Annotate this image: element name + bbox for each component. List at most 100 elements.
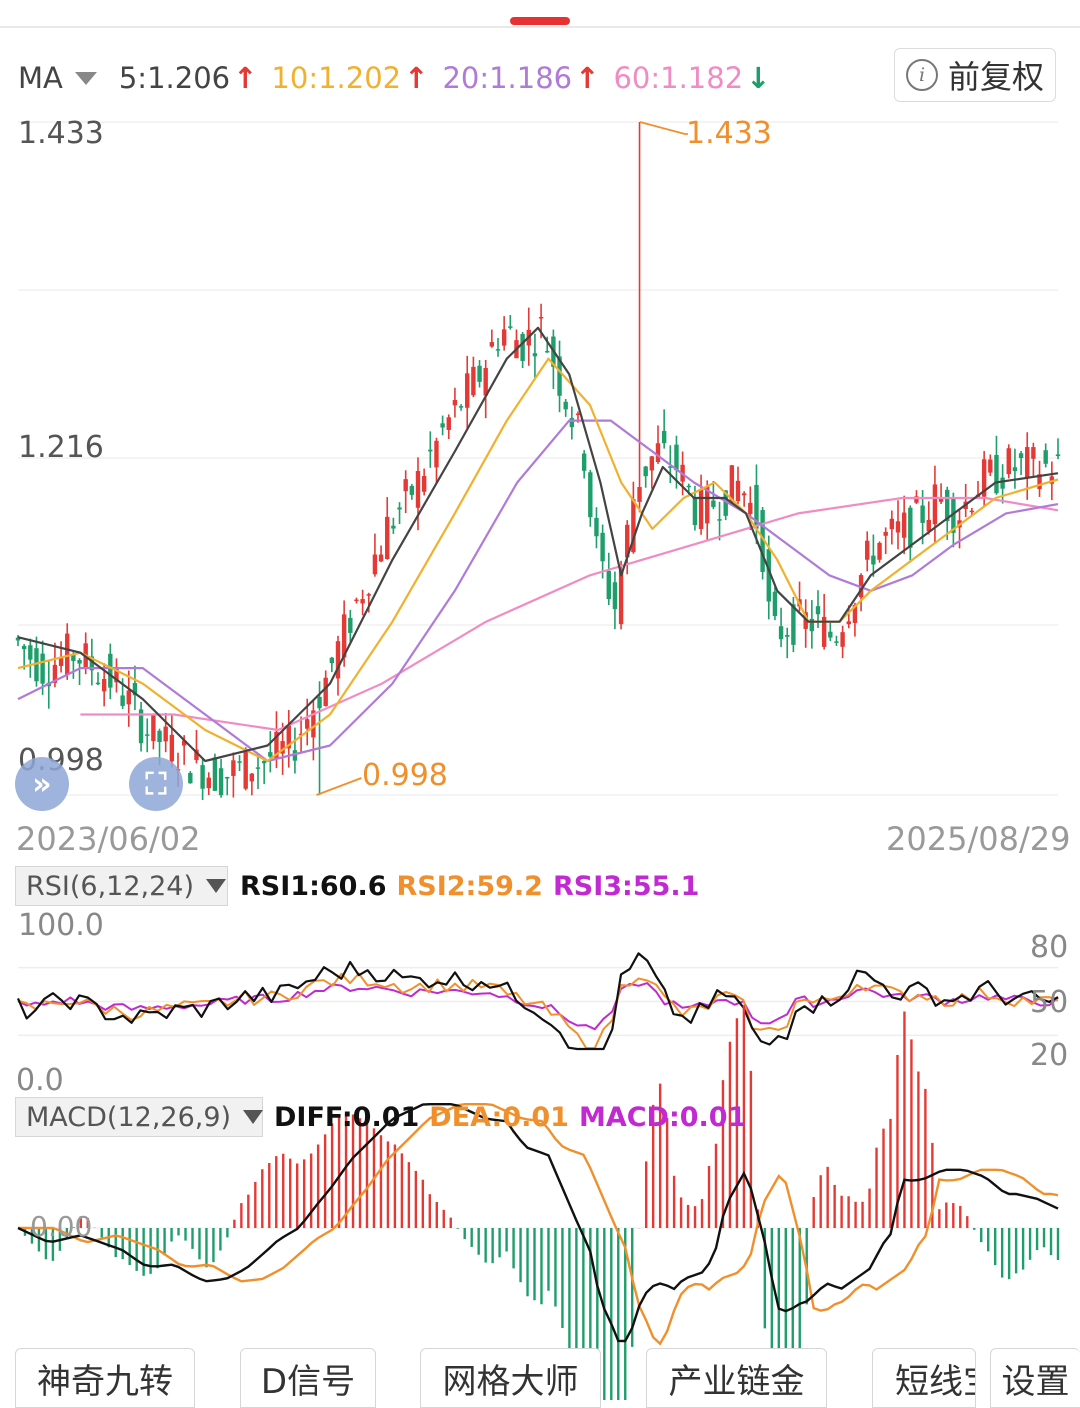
candle-body bbox=[348, 617, 353, 633]
candle-body bbox=[760, 510, 765, 572]
y-label-mid: 1.216 bbox=[18, 430, 104, 465]
candle-body bbox=[606, 570, 611, 600]
candle-body bbox=[132, 683, 138, 696]
ma5-line bbox=[17, 326, 1059, 763]
ma-legend: MA 5:1.206 ↑ 10:1.202 ↑ 20:1.186 ↑ 60:1.182… bbox=[18, 58, 770, 98]
double-chevron-right-icon[interactable]: » bbox=[15, 757, 69, 811]
tab-grid-master[interactable]: 网格大师 bbox=[420, 1348, 601, 1408]
low-leader-line bbox=[316, 777, 362, 796]
rsi2-line bbox=[17, 972, 1059, 1050]
candle-body bbox=[421, 476, 427, 492]
chevron-down-icon bbox=[243, 1110, 264, 1124]
candle-body bbox=[458, 406, 464, 408]
tab-nine-turn[interactable]: 神奇九转 bbox=[15, 1348, 195, 1408]
candle-body bbox=[655, 443, 661, 462]
candle-body bbox=[360, 599, 365, 604]
candle-body bbox=[778, 626, 784, 640]
candle-body bbox=[852, 604, 858, 623]
macd-zero-label: 0.00 bbox=[30, 1210, 93, 1243]
adjust-button[interactable]: i 前复权 bbox=[894, 48, 1056, 102]
fullscreen-icon[interactable]: ⛶ bbox=[129, 757, 183, 811]
candle-body bbox=[895, 521, 901, 533]
candle-body bbox=[145, 734, 150, 736]
candle-body bbox=[815, 606, 821, 615]
tab-short-line[interactable]: 短线宝 bbox=[872, 1348, 976, 1408]
end-date: 2025/08/29 bbox=[886, 820, 1071, 858]
candle-body bbox=[988, 459, 993, 473]
rsi-bottom-label: 0.0 bbox=[16, 1063, 64, 1098]
macd-name: MACD(12,26,9) bbox=[26, 1101, 232, 1133]
candle-body bbox=[735, 480, 741, 502]
candle-body bbox=[126, 690, 131, 705]
ma20-value: 20:1.186 ↑ bbox=[442, 61, 600, 95]
candle-body bbox=[569, 418, 575, 428]
candle-body bbox=[748, 502, 753, 514]
candle-body bbox=[212, 757, 218, 791]
candle-body bbox=[932, 484, 938, 525]
macd-values: DIFF:0.01 DEA:0.01 MACD:0.01 bbox=[274, 1102, 746, 1133]
candle-body bbox=[865, 540, 870, 560]
candle-body bbox=[563, 401, 568, 410]
candle-body bbox=[495, 349, 501, 351]
candle-body bbox=[1043, 450, 1048, 464]
candle-body bbox=[1037, 474, 1042, 490]
dea-line bbox=[18, 1102, 1059, 1346]
candle-body bbox=[754, 484, 759, 529]
candle-body bbox=[200, 765, 205, 789]
candle-body bbox=[163, 726, 168, 742]
candle-body bbox=[225, 776, 230, 779]
rsi2-value: RSI2:59.2 bbox=[396, 871, 543, 902]
tab-industry-chain[interactable]: 产业链金 bbox=[646, 1348, 827, 1408]
candle-body bbox=[286, 724, 291, 749]
candle-body bbox=[834, 641, 839, 643]
candle-body bbox=[1049, 476, 1055, 484]
candle-body bbox=[446, 417, 451, 430]
rsi1-value: RSI1:60.6 bbox=[240, 871, 387, 902]
diff-value: DIFF:0.01 bbox=[274, 1102, 420, 1133]
candle-body bbox=[114, 668, 119, 683]
candle-body bbox=[409, 485, 415, 495]
candle-body bbox=[317, 696, 322, 709]
candle-body bbox=[465, 373, 470, 408]
candle-body bbox=[717, 519, 722, 521]
macd-selector[interactable]: MACD(12,26,9) bbox=[15, 1097, 264, 1137]
tab-settings[interactable]: 设置 bbox=[990, 1348, 1080, 1408]
candle-body bbox=[692, 497, 698, 526]
candle-body bbox=[698, 489, 704, 530]
rsi-values: RSI1:60.6 RSI2:59.2 RSI3:55.1 bbox=[240, 871, 699, 902]
candle-body bbox=[77, 659, 82, 664]
candle-body bbox=[631, 499, 636, 553]
candle-body bbox=[1000, 477, 1005, 489]
candle-body bbox=[901, 512, 907, 538]
candle-body bbox=[218, 768, 224, 796]
candle-body bbox=[58, 656, 64, 666]
candle-body bbox=[649, 456, 655, 471]
candle-body bbox=[538, 316, 544, 319]
ma60-line bbox=[80, 496, 1059, 732]
candle-body bbox=[65, 633, 70, 675]
rsi-level-80: 80 bbox=[1030, 930, 1069, 965]
candle-body bbox=[821, 616, 827, 647]
candle-body bbox=[415, 470, 421, 508]
candle-body bbox=[372, 554, 378, 575]
candle-body bbox=[108, 653, 113, 688]
candle-body bbox=[1006, 448, 1011, 475]
candle-body bbox=[575, 413, 581, 416]
info-icon: i bbox=[905, 59, 938, 91]
candle-body bbox=[729, 465, 735, 503]
chevron-down-icon[interactable] bbox=[74, 71, 97, 85]
drag-handle[interactable] bbox=[510, 17, 570, 25]
candle-body bbox=[914, 496, 919, 503]
rsi-top-label: 100.0 bbox=[18, 908, 104, 943]
ma10-value: 10:1.202 ↑ bbox=[271, 61, 429, 95]
ma10-line bbox=[17, 357, 1059, 763]
rsi-selector[interactable]: RSI(6,12,24) bbox=[15, 866, 228, 906]
candle-body bbox=[1012, 467, 1018, 472]
up-arrow-icon: ↑ bbox=[404, 61, 429, 95]
candle-body bbox=[292, 750, 298, 761]
tab-d-signal[interactable]: D信号 bbox=[240, 1348, 376, 1408]
rsi3-value: RSI3:55.1 bbox=[552, 871, 700, 902]
candle-body bbox=[600, 532, 605, 562]
candle-body bbox=[938, 499, 944, 502]
